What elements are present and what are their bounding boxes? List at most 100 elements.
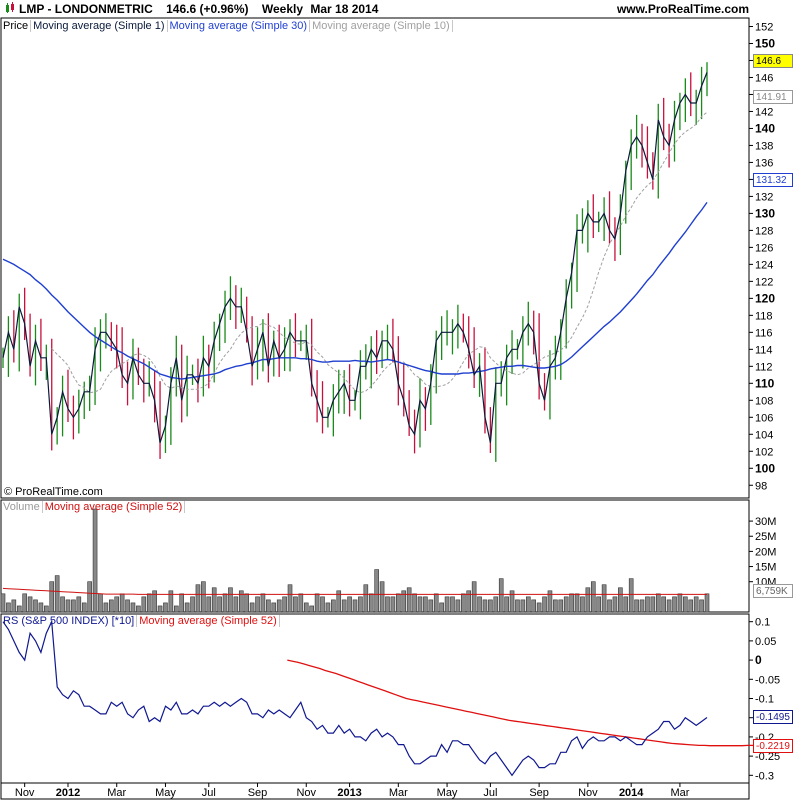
volume-bar	[260, 593, 266, 613]
time-tick-label: Mar	[670, 787, 689, 799]
volume-bar	[509, 590, 515, 613]
close-series-line	[2, 72, 708, 443]
last-ma10-tag: 141.91	[753, 90, 793, 104]
time-tick-label: 2014	[619, 787, 644, 799]
volume-bar	[699, 599, 704, 613]
rs-tick-label: 0.05	[755, 636, 776, 648]
volume-bar	[152, 590, 157, 613]
time-tick-label: Nov	[296, 787, 316, 799]
volume-bar	[601, 584, 607, 613]
price-tick-label: 98	[755, 480, 767, 492]
legend-rs-ma[interactable]: Moving average (Simple 52)	[137, 615, 280, 627]
volume-bar	[574, 593, 580, 613]
legend-ma1[interactable]: Moving average (Simple 1)	[31, 20, 168, 32]
volume-bar	[6, 602, 11, 613]
price-tick-label: 118	[755, 310, 773, 322]
legend-rs[interactable]: RS (S&P 500 INDEX) [*10]	[1, 615, 138, 627]
volume-bar	[482, 599, 488, 613]
volume-bar	[639, 599, 645, 613]
volume-bar	[271, 602, 277, 613]
price-tick-label: 110	[755, 376, 775, 390]
price-legend: Price Moving average (Simple 1) Moving ave…	[1, 19, 453, 34]
volume-bar	[81, 602, 87, 613]
panel-frame-2	[0, 613, 750, 784]
price-tick-label: 140	[755, 121, 775, 135]
volume-bar	[163, 602, 168, 613]
volume-bar	[190, 596, 195, 613]
volume-bar	[645, 596, 650, 613]
volume-bar	[455, 599, 461, 613]
volume-bar	[179, 593, 185, 613]
volume-bar	[238, 590, 244, 613]
legend-ma10[interactable]: Moving average (Simple 10)	[310, 20, 453, 32]
volume-bar	[320, 596, 325, 613]
volume-bar	[282, 596, 287, 613]
volume-bar	[558, 599, 564, 613]
volume-bar	[44, 605, 49, 613]
price-tick-label: 108	[755, 395, 773, 407]
volume-bar	[255, 596, 260, 613]
price-tick-label: 100	[755, 461, 775, 475]
volume-bar	[688, 599, 694, 613]
volume-bar	[54, 575, 60, 613]
volume-bar	[677, 593, 683, 613]
price-tick-label: 102	[755, 446, 773, 458]
volume-bar	[379, 581, 385, 613]
symbol-name: LMP - LONDONMETRIC	[19, 2, 153, 16]
price-tick-label: 104	[755, 429, 773, 441]
volume-bar	[92, 508, 98, 613]
header-symbol: LMP - LONDONMETRIC 146.6 (+0.96%) Weekly…	[4, 0, 378, 18]
volume-bar	[385, 596, 390, 613]
volume-bar	[184, 602, 190, 613]
volume-bar	[109, 599, 114, 613]
volume-ma-line	[2, 587, 707, 595]
legend-volume-ma[interactable]: Moving average (Simple 52)	[42, 501, 186, 513]
price-tick-label: 116	[755, 327, 773, 339]
volume-bar	[623, 596, 629, 613]
volume-bar	[661, 596, 666, 613]
rs-series-line	[2, 619, 708, 777]
volume-bar	[515, 599, 520, 613]
volume-bar	[119, 593, 125, 613]
time-tick-label: 2012	[56, 787, 80, 799]
volume-bar	[650, 596, 656, 613]
volume-bar	[520, 599, 526, 613]
volume-bar	[136, 605, 141, 613]
legend-price[interactable]: Price	[1, 20, 32, 32]
volume-bar	[672, 596, 677, 613]
price-tick-label: 122	[755, 276, 773, 288]
time-tick-label: 2013	[337, 787, 361, 799]
volume-bar	[325, 602, 331, 613]
volume-bar	[27, 596, 33, 613]
volume-bar	[547, 590, 553, 613]
time-tick-label: Nov	[15, 787, 35, 799]
volume-bar	[103, 602, 109, 613]
volume-bar	[439, 602, 444, 613]
volume-bar	[141, 596, 147, 613]
last-price-tag: 146.6	[753, 54, 793, 68]
rs-tick-label: 0	[755, 653, 762, 667]
site-link[interactable]: www.ProRealTime.com	[616, 2, 749, 16]
legend-volume[interactable]: Volume	[1, 501, 43, 513]
volume-bar	[87, 581, 92, 613]
legend-ma30[interactable]: Moving average (Simple 30)	[167, 20, 311, 32]
volume-bar	[433, 593, 439, 613]
volume-bar	[493, 596, 499, 613]
volume-bar	[423, 596, 428, 613]
price-tick-label: 124	[755, 259, 773, 271]
time-tick-label: Mar	[107, 787, 126, 799]
volume-bar	[504, 596, 509, 613]
volume-bar	[331, 599, 336, 613]
volume-bar	[450, 596, 455, 613]
volume-bar	[461, 593, 466, 613]
volume-bar	[233, 596, 239, 613]
volume-bar	[704, 593, 710, 613]
volume-bar	[314, 593, 320, 613]
volume-bar	[211, 587, 217, 613]
quote-value: 146.6 (+0.96%)	[166, 2, 249, 16]
volume-bar	[563, 596, 569, 613]
volume-bar	[628, 578, 634, 613]
volume-bar	[471, 581, 477, 613]
time-tick-label: Jul	[483, 787, 497, 799]
